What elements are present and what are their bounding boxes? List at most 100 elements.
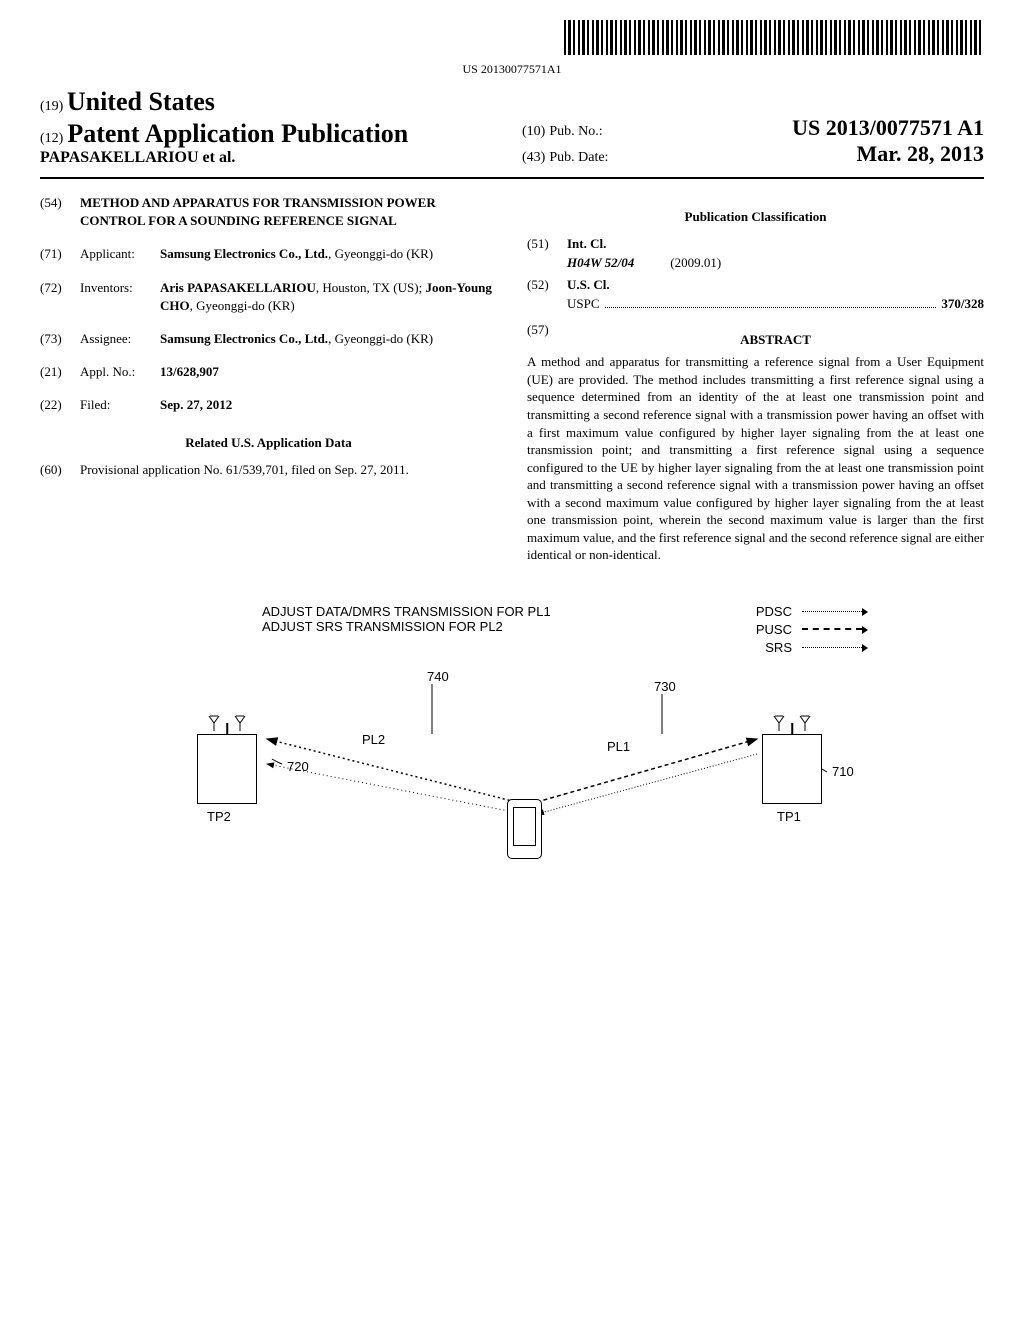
filed-field: (22) Filed: Sep. 27, 2012 [40, 396, 497, 414]
abstract-text: A method and apparatus for transmitting … [527, 353, 984, 564]
legend-srs: SRS [765, 640, 792, 655]
intcl-value-row: H04W 52/04 (2009.01) [527, 255, 984, 271]
barcode-image [564, 20, 984, 55]
content-columns: (54) METHOD AND APPARATUS FOR TRANSMISSI… [40, 194, 984, 564]
barcode-section: US 20130077571A1 [40, 20, 984, 77]
legend: PDSC PUSC SRS [756, 604, 862, 658]
header-row: (19) United States (12) Patent Applicati… [40, 87, 984, 167]
ue-screen [513, 807, 536, 846]
pub-no-row: (10) Pub. No.: US 2013/0077571 A1 [522, 115, 984, 141]
abstract-title: ABSTRACT [567, 332, 984, 348]
pub-date-row: (43) Pub. Date: Mar. 28, 2013 [522, 141, 984, 167]
pub-no-value: US 2013/0077571 A1 [792, 115, 984, 141]
inventor2-location: Gyeonggi-do (KR) [196, 298, 295, 313]
intcl-value: H04W 52/04 [567, 255, 667, 271]
abstract-code: (57) [527, 322, 567, 353]
classification-header: Publication Classification [527, 209, 984, 225]
label-pl2: PL2 [362, 732, 385, 747]
inventor1-location: Houston, TX (US); [322, 280, 422, 295]
country-line: (19) United States [40, 87, 502, 117]
applicant-name: Samsung Electronics Co., Ltd. [160, 246, 328, 261]
pub-date-value: Mar. 28, 2013 [856, 141, 984, 167]
pdsc-arrow-icon [802, 611, 862, 612]
appl-no: 13/628,907 [160, 363, 497, 381]
pub-type: Patent Application Publication [67, 119, 408, 148]
provisional-text: Provisional application No. 61/539,701, … [80, 461, 497, 479]
pusc-arrow-icon [802, 628, 862, 630]
uspc-value: 370/328 [941, 296, 984, 312]
tp2-box [197, 734, 257, 804]
pub-type-code: (12) [40, 131, 63, 146]
right-column: Publication Classification (51) Int. Cl.… [527, 194, 984, 564]
pub-no-label-text: Pub. No.: [549, 124, 602, 139]
label-720: 720 [287, 759, 309, 774]
header-left: (19) United States (12) Patent Applicati… [40, 87, 502, 167]
filed-code: (22) [40, 396, 80, 414]
tp2-antenna-right-icon [234, 715, 246, 727]
srs-arrow-icon [802, 647, 862, 648]
header-right: (10) Pub. No.: US 2013/0077571 A1 (43) P… [502, 115, 984, 167]
ue-box [507, 799, 542, 859]
uscl-field: (52) U.S. Cl. [527, 276, 984, 294]
filed-date-value: Sep. 27, 2012 [160, 397, 232, 412]
related-header: Related U.S. Application Data [40, 435, 497, 451]
pub-date-label-text: Pub. Date: [549, 150, 608, 165]
intcl-label-text: Int. Cl. [567, 236, 606, 251]
pub-date-label: (43) Pub. Date: [522, 148, 608, 166]
label-pl1: PL1 [607, 739, 630, 754]
inventors-label: Inventors: [80, 279, 160, 315]
country-code: (19) [40, 99, 63, 114]
tp1-antenna-right-icon [799, 715, 811, 727]
divider [40, 177, 984, 179]
intcl-date: (2009.01) [670, 255, 721, 270]
label-740: 740 [427, 669, 449, 684]
label-730: 730 [654, 679, 676, 694]
tp1-box [762, 734, 822, 804]
uscl-code: (52) [527, 276, 567, 294]
adjust-line1: ADJUST DATA/DMRS TRANSMISSION FOR PL1 [262, 604, 551, 619]
uscl-label-text: U.S. Cl. [567, 277, 610, 292]
adjust-text: ADJUST DATA/DMRS TRANSMISSION FOR PL1 AD… [262, 604, 551, 634]
label-tp2: TP2 [207, 809, 231, 824]
uscl-label: U.S. Cl. [567, 276, 610, 294]
pub-type-line: (12) Patent Application Publication [40, 119, 502, 149]
label-tp1: TP1 [777, 809, 801, 824]
assignee-code: (73) [40, 330, 80, 348]
assignee-content: Samsung Electronics Co., Ltd., Gyeonggi-… [160, 330, 497, 348]
pub-no-label: (10) Pub. No.: [522, 122, 603, 140]
title-code: (54) [40, 194, 80, 230]
figure-container: ADJUST DATA/DMRS TRANSMISSION FOR PL1 AD… [162, 604, 862, 904]
pub-no-code: (10) [522, 124, 545, 139]
intcl-field: (51) Int. Cl. [527, 235, 984, 253]
appl-no-value: 13/628,907 [160, 364, 219, 379]
legend-srs-row: SRS [756, 640, 862, 655]
title-text: METHOD AND APPARATUS FOR TRANSMISSION PO… [80, 194, 497, 230]
applicant-content: Samsung Electronics Co., Ltd., Gyeonggi-… [160, 245, 497, 263]
inventors-content: Aris PAPASAKELLARIOU, Houston, TX (US); … [160, 279, 497, 315]
legend-pdsc: PDSC [756, 604, 792, 619]
legend-pdsc-row: PDSC [756, 604, 862, 619]
title-field: (54) METHOD AND APPARATUS FOR TRANSMISSI… [40, 194, 497, 230]
authors-line: PAPASAKELLARIOU et al. [40, 149, 502, 167]
assignee-field: (73) Assignee: Samsung Electronics Co., … [40, 330, 497, 348]
tp2-antenna-left-icon [208, 715, 220, 727]
applicant-location: Gyeonggi-do (KR) [335, 246, 434, 261]
pub-date-code: (43) [522, 150, 545, 165]
intcl-code: (51) [527, 235, 567, 253]
applicant-field: (71) Applicant: Samsung Electronics Co.,… [40, 245, 497, 263]
legend-pusc-row: PUSC [756, 622, 862, 637]
provisional-field: (60) Provisional application No. 61/539,… [40, 461, 497, 479]
left-column: (54) METHOD AND APPARATUS FOR TRANSMISSI… [40, 194, 497, 564]
abstract-header-row: (57) ABSTRACT [527, 322, 984, 353]
uspc-dots [605, 296, 937, 308]
inventors-field: (72) Inventors: Aris PAPASAKELLARIOU, Ho… [40, 279, 497, 315]
applicant-label: Applicant: [80, 245, 160, 263]
assignee-label: Assignee: [80, 330, 160, 348]
uspc-label: USPC [567, 296, 600, 312]
applicant-code: (71) [40, 245, 80, 263]
barcode-number: US 20130077571A1 [40, 62, 984, 77]
tp1-antenna-left-icon [773, 715, 785, 727]
figure-section: ADJUST DATA/DMRS TRANSMISSION FOR PL1 AD… [40, 604, 984, 904]
assignee-name: Samsung Electronics Co., Ltd. [160, 331, 328, 346]
inventor1-name: Aris PAPASAKELLARIOU [160, 280, 316, 295]
